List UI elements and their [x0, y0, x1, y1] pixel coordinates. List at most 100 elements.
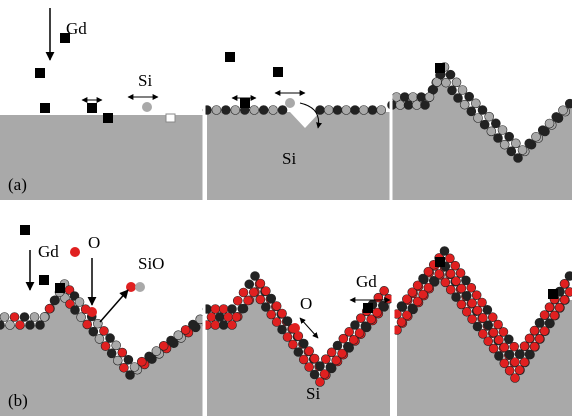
atom	[565, 272, 572, 281]
atom	[30, 313, 39, 322]
atom	[45, 304, 54, 313]
atom	[442, 78, 451, 87]
atom	[467, 107, 476, 116]
atom	[487, 127, 496, 136]
atom	[299, 339, 308, 348]
atom	[460, 100, 469, 109]
atom	[545, 319, 554, 328]
atom	[278, 309, 287, 318]
atom	[278, 106, 287, 115]
atom	[305, 363, 314, 372]
atom	[498, 126, 507, 135]
atom	[310, 354, 319, 363]
atom	[511, 374, 520, 383]
atom	[26, 321, 35, 330]
atom	[250, 106, 259, 115]
substrate	[0, 292, 203, 416]
label-o: O	[300, 294, 312, 313]
label-gd: Gd	[38, 242, 59, 261]
atom	[525, 350, 534, 359]
atom	[380, 286, 389, 295]
atom	[555, 303, 564, 312]
atom	[511, 139, 520, 148]
gd-atom	[273, 67, 283, 77]
atom	[99, 326, 108, 335]
atom	[505, 132, 514, 141]
atom	[310, 370, 319, 379]
label-si: Si	[306, 384, 320, 403]
atom	[278, 325, 287, 334]
atom	[540, 311, 549, 320]
label-gd: Gd	[66, 19, 87, 38]
atom	[333, 106, 342, 115]
gd-atom	[55, 283, 65, 293]
gd-atom	[225, 52, 235, 62]
atom	[219, 321, 228, 330]
atom	[515, 350, 524, 359]
atom	[485, 112, 494, 121]
label-si: Si	[282, 149, 296, 168]
gd-atom	[363, 303, 373, 313]
atom	[71, 306, 80, 315]
atom	[299, 355, 308, 364]
atom	[294, 348, 303, 357]
gd-atom	[39, 275, 49, 285]
atom	[412, 101, 421, 110]
atom	[261, 303, 270, 312]
atom	[231, 106, 240, 115]
atom	[95, 334, 104, 343]
atom	[36, 321, 45, 330]
atom	[272, 318, 281, 327]
gd-atom	[87, 103, 97, 113]
atom	[359, 106, 368, 115]
atom	[559, 106, 568, 115]
atom	[219, 305, 228, 314]
label-sio: SiO	[138, 254, 164, 273]
atom	[305, 347, 314, 356]
shapes	[0, 0, 572, 416]
atom	[545, 119, 554, 128]
atom	[113, 356, 122, 365]
atom	[511, 358, 520, 367]
gd-atom	[103, 113, 113, 123]
atom	[285, 98, 295, 108]
atom	[494, 134, 503, 143]
atom	[404, 101, 413, 110]
atom	[525, 139, 534, 148]
atom	[228, 321, 237, 330]
gd-atom	[35, 68, 45, 78]
atom	[283, 333, 292, 342]
atom	[118, 348, 127, 357]
atom	[550, 311, 559, 320]
atom	[142, 102, 152, 112]
atom	[251, 272, 260, 281]
gd-atom	[435, 63, 445, 73]
atom	[560, 295, 569, 304]
atom	[552, 112, 561, 121]
atom	[515, 366, 524, 375]
atom	[75, 298, 84, 307]
substrate	[0, 115, 203, 200]
gd-atom	[435, 257, 445, 267]
atom	[207, 313, 216, 322]
page: {"panel_a": {"label": "(a)", "gd": "Gd",…	[0, 0, 572, 416]
atom	[232, 313, 241, 322]
gd-atom	[548, 289, 558, 299]
atom	[530, 342, 539, 351]
atom	[239, 288, 248, 297]
atom	[474, 114, 483, 123]
figure: Gd Si Si (a) Gd O SiO O Gd Si (b)	[0, 0, 572, 416]
atom	[351, 106, 360, 115]
atom	[244, 296, 253, 305]
vacancy	[166, 114, 175, 122]
atom	[20, 313, 29, 322]
atom	[228, 305, 237, 314]
atom	[245, 280, 254, 289]
atom	[40, 313, 49, 322]
atom	[256, 295, 265, 304]
atom	[70, 247, 80, 257]
atom	[565, 288, 572, 297]
atom	[454, 94, 463, 103]
atom	[124, 355, 133, 364]
atom	[215, 313, 224, 322]
